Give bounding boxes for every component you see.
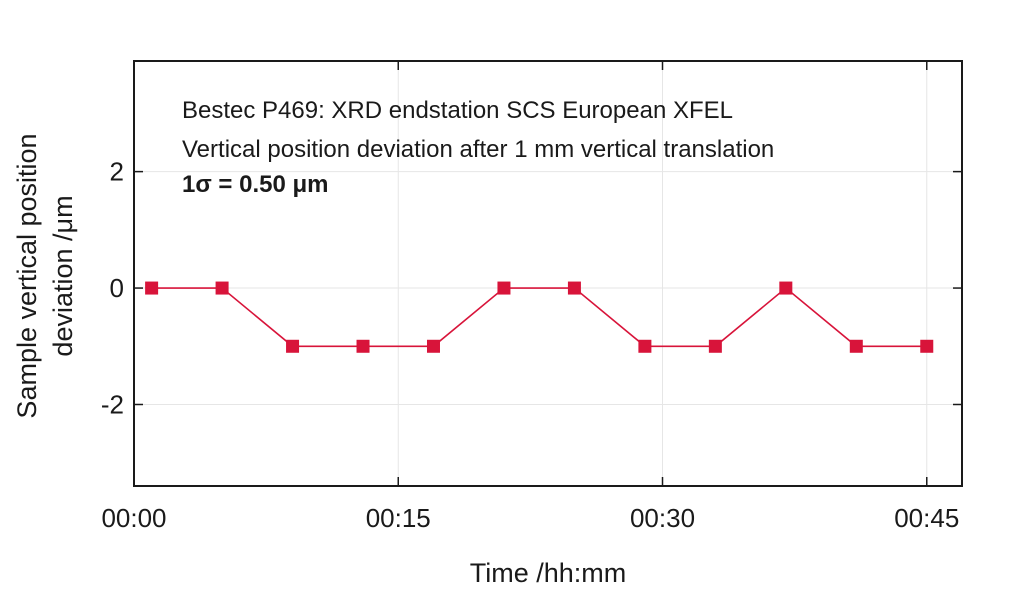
series-line — [151, 287, 927, 348]
annotation-title: Bestec P469: XRD endstation SCS European… — [182, 97, 733, 124]
x-tick-label: 00:15 — [366, 503, 431, 533]
data-point — [638, 339, 652, 353]
data-point — [145, 281, 159, 295]
data-point — [286, 339, 300, 353]
y-axis-label-line-2: deviation /μm — [48, 195, 78, 356]
x-tick-label: 00:30 — [630, 503, 695, 533]
x-axis-label: Time /hh:mm — [470, 558, 627, 588]
x-tick-label: 00:00 — [101, 503, 166, 533]
data-point — [920, 339, 934, 353]
series — [145, 281, 934, 353]
y-tick-label: 2 — [110, 157, 124, 187]
y-axis-label-line-1: Sample vertical position — [12, 133, 42, 418]
data-point — [215, 281, 229, 295]
data-point — [426, 339, 440, 353]
plot-frame — [133, 60, 963, 487]
y-tick-label: 0 — [110, 273, 124, 303]
data-point — [708, 339, 722, 353]
y-axis-label: Sample vertical position deviation /μm — [12, 133, 78, 418]
tick-labels: 00:00 00:15 00:30 00:45 -2 0 2 — [101, 157, 959, 533]
annotation-sigma: 1σ = 0.50 μm — [182, 171, 329, 198]
data-point — [567, 281, 581, 295]
data-point — [849, 339, 863, 353]
ticks — [133, 61, 962, 486]
data-point — [497, 281, 511, 295]
data-point — [779, 281, 793, 295]
data-point — [356, 339, 370, 353]
x-tick-label: 00:45 — [894, 503, 959, 533]
annotation-subtitle: Vertical position deviation after 1 mm v… — [182, 136, 774, 163]
annotations: Bestec P469: XRD endstation SCS European… — [182, 97, 774, 198]
y-tick-label: -2 — [101, 389, 124, 419]
grid — [133, 61, 962, 486]
